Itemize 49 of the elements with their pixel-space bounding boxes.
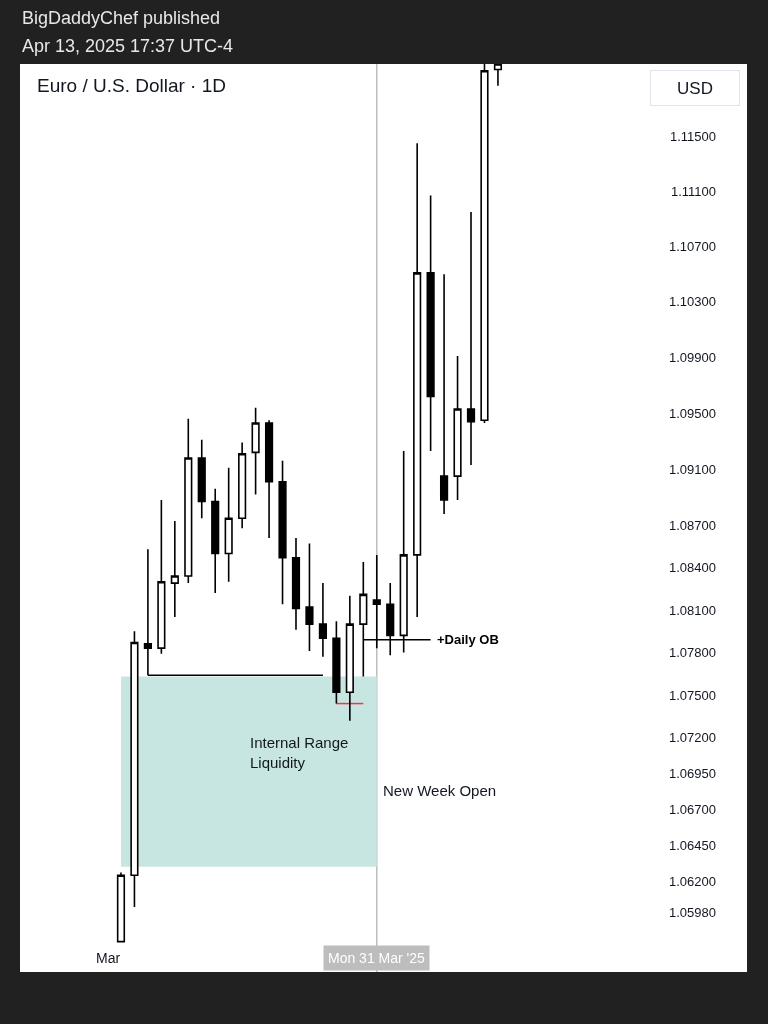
candlestick [238, 441, 247, 529]
y-tick-label: 1.06700 [669, 801, 716, 817]
candlestick [332, 620, 341, 705]
x-tick-label: Mar [96, 950, 121, 966]
y-tick-label: 1.06200 [669, 873, 716, 889]
candlestick [251, 406, 260, 496]
x-tick-label: Mon 31 Mar '25 [328, 950, 426, 966]
text: Euro / U.S. Dollar · 1D [37, 74, 226, 96]
candlestick [426, 194, 435, 452]
candlestick [305, 542, 314, 652]
y-tick-label: 1.07800 [669, 644, 716, 660]
y-tick-label: 1.08400 [669, 560, 716, 576]
candlestick [439, 273, 449, 515]
y-tick-label: 1.11500 [669, 129, 716, 145]
candlestick [278, 459, 287, 606]
candlestick [211, 487, 220, 594]
text: Apr 13, 2025 17:37 UTC-4 [22, 36, 234, 56]
y-tick-label: 1.07200 [669, 730, 716, 746]
candlestick [453, 355, 462, 501]
y-tick-label: 1.06450 [669, 837, 716, 853]
candlestick [318, 582, 328, 658]
candlestick [264, 419, 274, 539]
y-tick-label: 1.10700 [669, 239, 716, 255]
candlestick [170, 520, 179, 618]
candlestick [291, 537, 301, 631]
y-tick-label: 1.06950 [669, 766, 716, 781]
annotation: New Week Open [383, 782, 497, 799]
y-tick-label: 1.08100 [669, 602, 716, 618]
y-tick-label: 1.07500 [669, 687, 716, 703]
y-tick-label: 1.05980 [669, 905, 716, 921]
candlestick [197, 438, 206, 520]
text: BigDaddyChef published [22, 8, 221, 28]
annotation: Internal Range Liquidity [250, 734, 349, 771]
candlestick [224, 466, 233, 583]
candlestick [466, 211, 476, 466]
candlestick [157, 499, 166, 655]
candlestick [116, 871, 126, 943]
candlestick [184, 418, 193, 584]
candlestick [130, 630, 139, 908]
y-tick-label: 1.09100 [669, 461, 716, 477]
y-tick-label: 1.11100 [670, 183, 716, 199]
y-tick-label: 1.09900 [669, 350, 716, 366]
y-tick-label: 1.10300 [669, 294, 716, 310]
candlestick [345, 595, 354, 722]
y-axis-title: USD [677, 78, 713, 98]
candlestick [413, 142, 422, 618]
y-tick-label: 1.09500 [669, 405, 716, 421]
series-label: +Daily OB [437, 632, 499, 647]
y-tick-label: 1.08700 [669, 517, 716, 533]
